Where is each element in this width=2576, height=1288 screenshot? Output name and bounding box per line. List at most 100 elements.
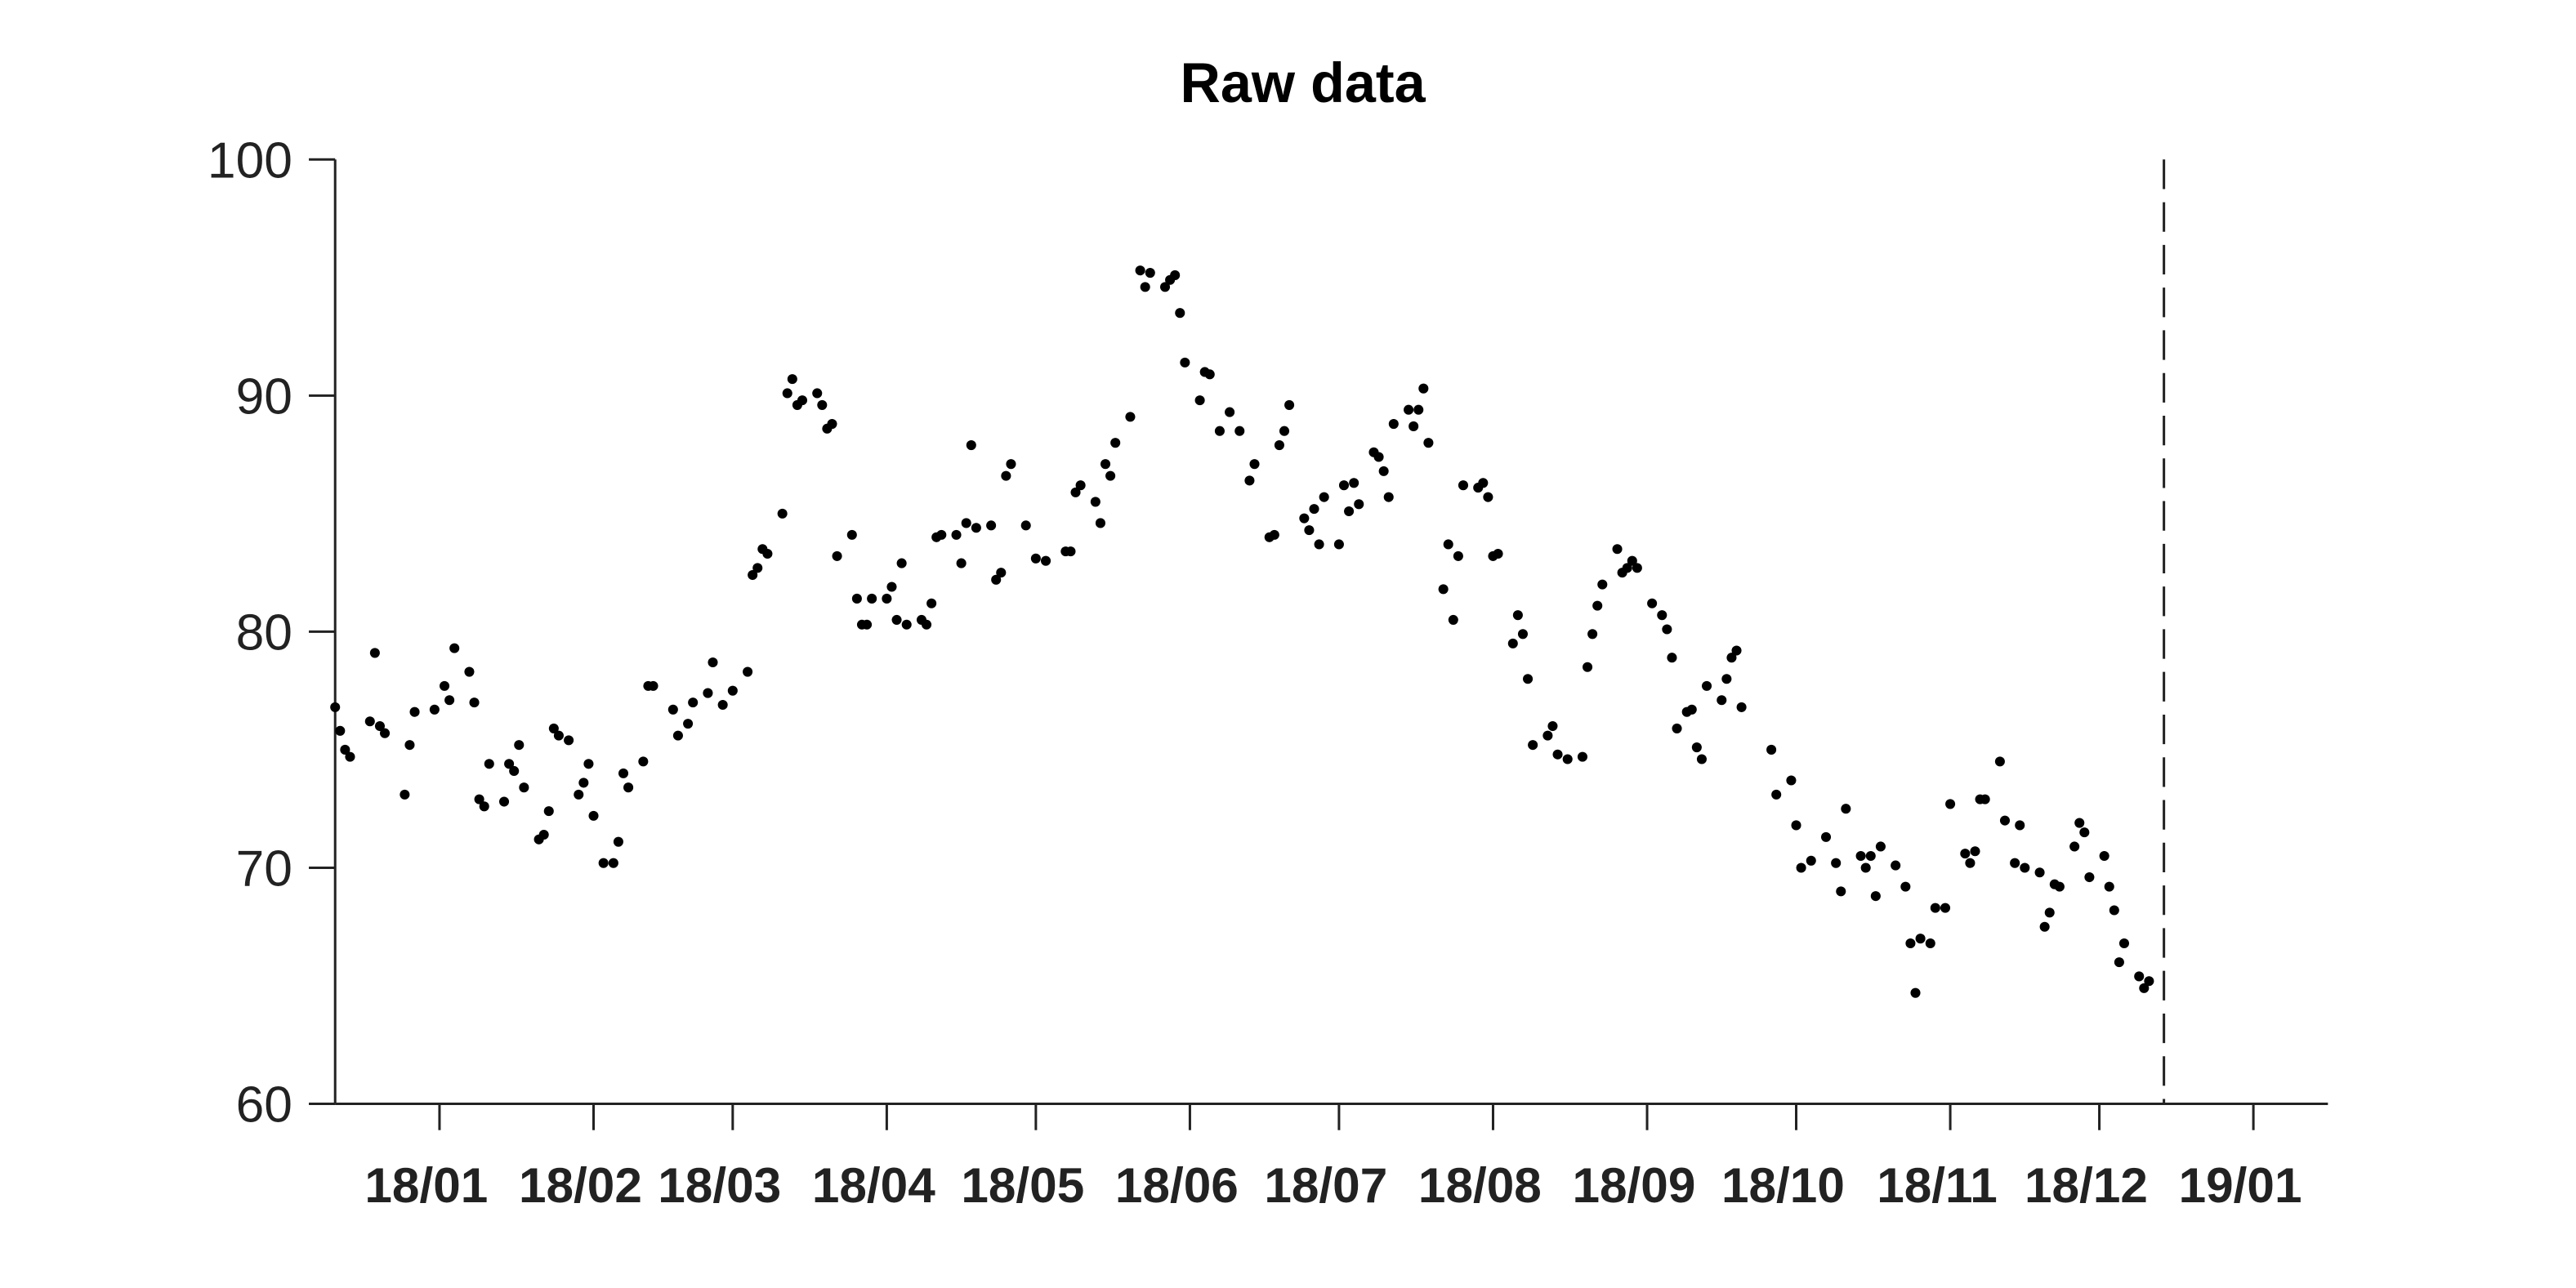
data-point [787,374,797,385]
data-point [374,721,385,732]
x-tick-label: 18/02 [519,1157,642,1213]
data-point [2054,881,2065,892]
data-point [971,523,981,533]
data-point [1204,369,1215,380]
data-point [1354,499,1364,510]
data-point [1020,520,1031,531]
data-point [1140,282,1150,292]
data-point [2099,850,2109,862]
data-point [1507,638,1518,648]
data-point [1970,846,1980,857]
data-point [1373,452,1384,462]
data-point [479,801,489,812]
data-point [1597,579,1608,590]
data-point [514,740,525,751]
data-point [1592,600,1603,611]
data-point [1090,497,1100,507]
data-point [1309,504,1319,515]
chart-title: Raw data [1181,52,1426,114]
data-point [623,782,634,793]
data-point [2074,818,2085,828]
data-point [1667,653,1677,663]
data-point [1583,662,1593,672]
data-point [1786,775,1797,786]
data-point [1940,902,1951,913]
data-point [1766,744,1777,755]
data-point [1562,754,1573,764]
data-point [1796,862,1806,873]
data-point [727,685,738,696]
data-point [1696,754,1707,764]
data-point [1100,459,1111,470]
data-point [1900,881,1911,892]
data-point [1960,849,1971,859]
data-point [797,395,808,406]
data-point [2134,971,2145,982]
data-point [1453,550,1463,561]
data-point [1831,858,1842,868]
data-point [1314,539,1324,550]
data-point [743,666,753,677]
data-point [2039,921,2050,932]
data-point [1409,421,1419,431]
data-point [1662,624,1672,635]
data-point [1304,525,1315,536]
data-point [1383,492,1394,502]
data-point [1443,539,1453,550]
data-point [509,765,520,776]
data-point [1041,555,1051,566]
data-point [1001,470,1011,481]
data-point [1483,492,1493,502]
data-point [1333,539,1344,550]
data-point [1065,546,1076,557]
data-point [1448,614,1458,625]
data-point [648,680,659,691]
data-point [936,529,947,540]
data-point [752,563,763,573]
data-point [1030,553,1041,564]
data-point [777,508,788,519]
data-point [369,648,380,658]
data-point [498,796,510,807]
y-tick-label: 60 [236,1077,292,1134]
data-point [1860,862,1871,873]
data-point [1528,740,1538,751]
data-point [588,810,599,821]
data-point [1070,487,1081,497]
data-point [1493,548,1503,559]
data-point [1135,265,1145,276]
data-point [2104,881,2114,892]
data-point [2079,827,2090,838]
data-point [1418,383,1429,394]
data-point [1672,723,1682,733]
data-point [519,782,529,793]
data-point [1891,860,1901,871]
data-point [896,558,907,568]
data-point [1517,629,1529,640]
data-point [1925,938,1935,949]
data-point [1632,563,1642,573]
data-point [1269,529,1279,540]
data-point [717,699,728,711]
data-point [867,593,877,604]
data-point [1930,902,1940,913]
data-point [1234,426,1245,436]
data-point [2114,957,2124,968]
data-point [484,759,494,769]
data-point [1388,419,1399,430]
data-point [1647,598,1658,608]
x-tick-label: 18/11 [1877,1157,1998,1213]
data-point [1214,426,1225,436]
x-tick-label: 18/04 [812,1157,935,1213]
data-point [2069,841,2080,852]
data-point [1622,563,1632,573]
data-point [1870,891,1881,902]
data-point [1721,674,1732,684]
data-point [901,619,912,630]
x-tick-label: 18/06 [1115,1157,1239,1213]
data-point [1806,855,1816,866]
data-point [2139,983,2150,993]
data-point [672,730,683,741]
data-point [538,829,549,840]
data-point [956,558,967,568]
